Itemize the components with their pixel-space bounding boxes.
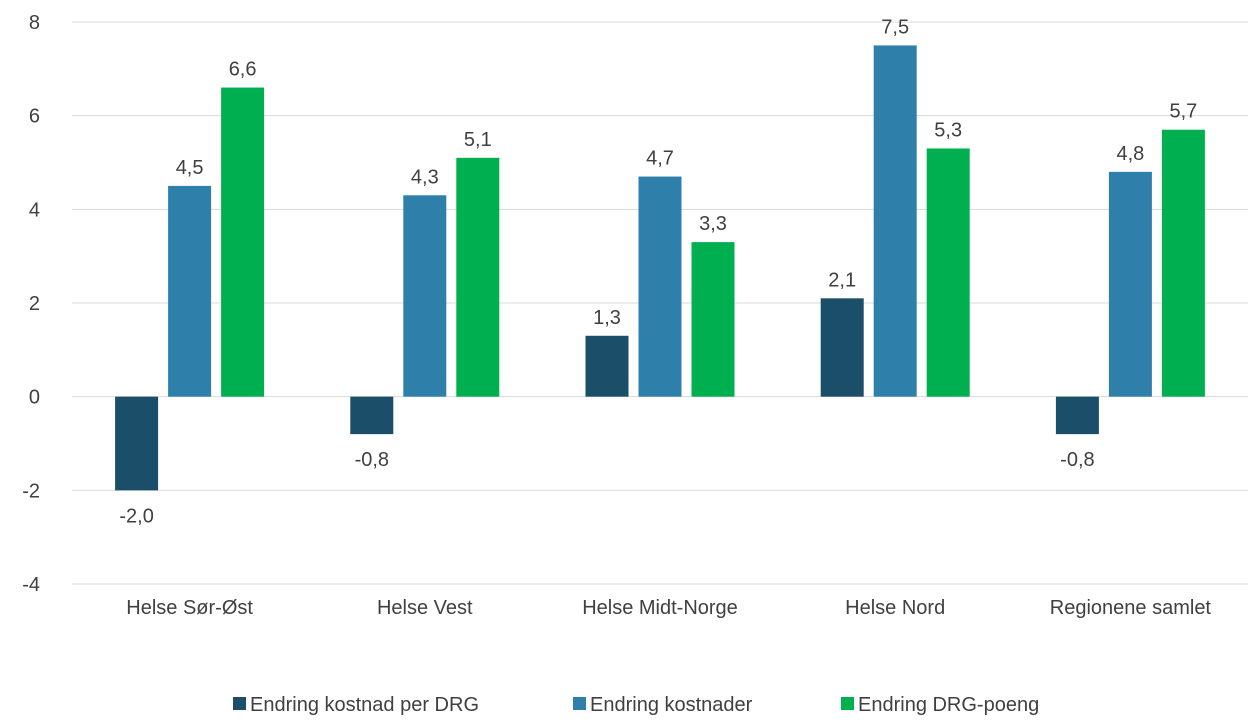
bar-3 [456,157,500,397]
x-axis-ticks: Helse Sør-Øst Helse Vest Helse Midt-Norge H… [126,597,1211,619]
data-label: 4,7 [646,148,674,170]
bar-1 [585,335,629,397]
y-tick-label: 2 [29,293,40,315]
legend-swatch [233,697,246,710]
bar-2 [873,45,917,397]
bar-3 [1161,129,1205,397]
data-label: 2,1 [828,269,856,291]
legend-label: Endring DRG-poeng [858,694,1039,716]
bar-2 [1108,171,1152,397]
y-axis-ticks: -4 -2 0 2 4 6 8 [22,12,40,596]
legend: Endring kostnad per DRG Endring kostnader… [233,694,1039,716]
y-tick-label: 8 [29,12,40,34]
bar-1 [820,298,864,397]
x-tick-label: Helse Nord [845,597,945,619]
bar-1 [1055,396,1099,435]
legend-swatch [573,697,586,710]
bar-3 [691,242,735,397]
legend-label: Endring kostnader [590,694,753,716]
data-label: 5,1 [464,129,492,151]
data-label: 4,5 [176,157,204,179]
data-label: 6,6 [229,59,257,81]
bar-2 [638,176,682,397]
legend-swatch [841,697,854,710]
data-label: 7,5 [881,16,909,38]
data-label: -0,8 [355,449,389,471]
data-label: 5,7 [1169,101,1197,123]
bar-3 [221,87,265,397]
x-tick-label: Helse Sør-Øst [126,597,253,619]
data-label: -0,8 [1060,449,1094,471]
data-label: 1,3 [593,307,621,329]
bar-3 [926,148,970,397]
legend-label: Endring kostnad per DRG [250,694,479,716]
x-tick-label: Helse Vest [377,597,473,619]
bar-2 [168,185,212,397]
y-tick-label: -4 [22,574,40,596]
data-label: 4,8 [1116,143,1144,165]
bar-1 [115,396,159,491]
data-label: -2,0 [119,505,153,527]
y-tick-label: 4 [29,199,40,221]
y-tick-label: -2 [22,480,40,502]
data-label: 3,3 [699,213,727,235]
bar-2 [403,195,447,397]
data-labels: -2,0 4,5 6,6 -0,8 4,3 5,1 1,3 4,7 3,3 2,1 7,5 5,3 -0… [119,16,1197,527]
y-tick-label: 0 [29,387,40,409]
data-label: 5,3 [934,119,962,141]
bars [115,45,1205,491]
x-tick-label: Regionene samlet [1050,597,1212,619]
bar-1 [350,396,394,435]
x-tick-label: Helse Midt-Norge [582,597,738,619]
y-tick-label: 6 [29,106,40,128]
data-label: 4,3 [411,166,439,188]
